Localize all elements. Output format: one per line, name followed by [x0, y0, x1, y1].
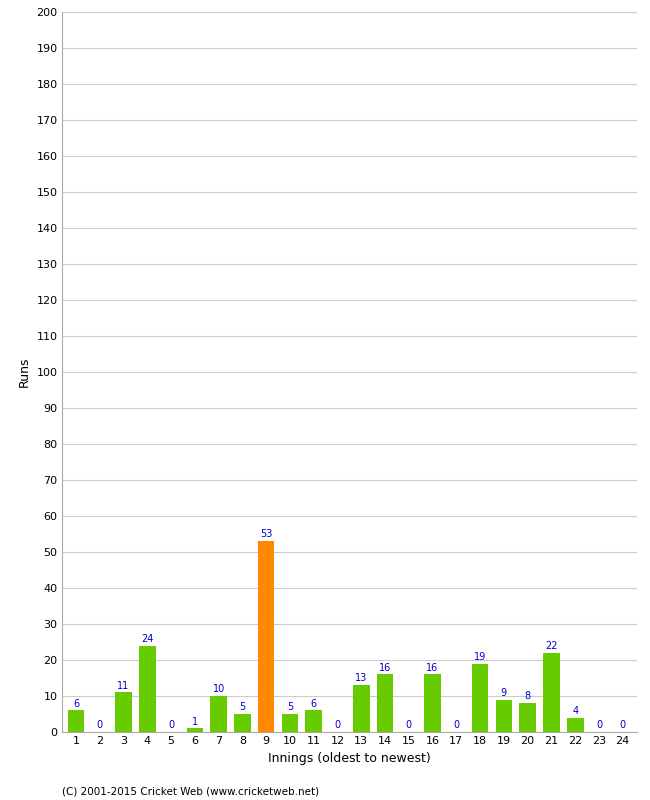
Text: 16: 16	[379, 662, 391, 673]
Text: 0: 0	[596, 720, 602, 730]
X-axis label: Innings (oldest to newest): Innings (oldest to newest)	[268, 752, 431, 765]
Text: 10: 10	[213, 684, 225, 694]
Text: 0: 0	[453, 720, 460, 730]
Text: 53: 53	[260, 530, 272, 539]
Text: 0: 0	[619, 720, 626, 730]
Text: 24: 24	[141, 634, 153, 644]
Bar	[377, 674, 393, 732]
Text: 0: 0	[97, 720, 103, 730]
Bar	[472, 664, 488, 732]
Text: 5: 5	[287, 702, 293, 712]
Text: 8: 8	[525, 691, 530, 702]
Bar	[306, 710, 322, 732]
Text: 16: 16	[426, 662, 439, 673]
Bar	[68, 710, 84, 732]
Text: 6: 6	[311, 698, 317, 709]
Text: 11: 11	[118, 681, 130, 690]
Bar	[211, 696, 227, 732]
Text: 0: 0	[406, 720, 412, 730]
Bar	[519, 703, 536, 732]
Text: 19: 19	[474, 652, 486, 662]
Text: 22: 22	[545, 641, 558, 651]
Bar	[495, 699, 512, 732]
Text: 0: 0	[168, 720, 174, 730]
Text: 9: 9	[500, 688, 507, 698]
Text: 13: 13	[355, 674, 367, 683]
Text: 4: 4	[572, 706, 578, 716]
Bar	[567, 718, 584, 732]
Text: (C) 2001-2015 Cricket Web (www.cricketweb.net): (C) 2001-2015 Cricket Web (www.cricketwe…	[62, 786, 319, 796]
Text: 0: 0	[335, 720, 341, 730]
Bar	[353, 685, 370, 732]
Bar	[424, 674, 441, 732]
Bar	[258, 541, 274, 732]
Bar	[139, 646, 155, 732]
Text: 6: 6	[73, 698, 79, 709]
Text: 1: 1	[192, 717, 198, 726]
Bar	[234, 714, 251, 732]
Bar	[115, 692, 132, 732]
Text: 5: 5	[239, 702, 246, 712]
Y-axis label: Runs: Runs	[18, 357, 31, 387]
Bar	[281, 714, 298, 732]
Bar	[187, 728, 203, 732]
Bar	[543, 653, 560, 732]
